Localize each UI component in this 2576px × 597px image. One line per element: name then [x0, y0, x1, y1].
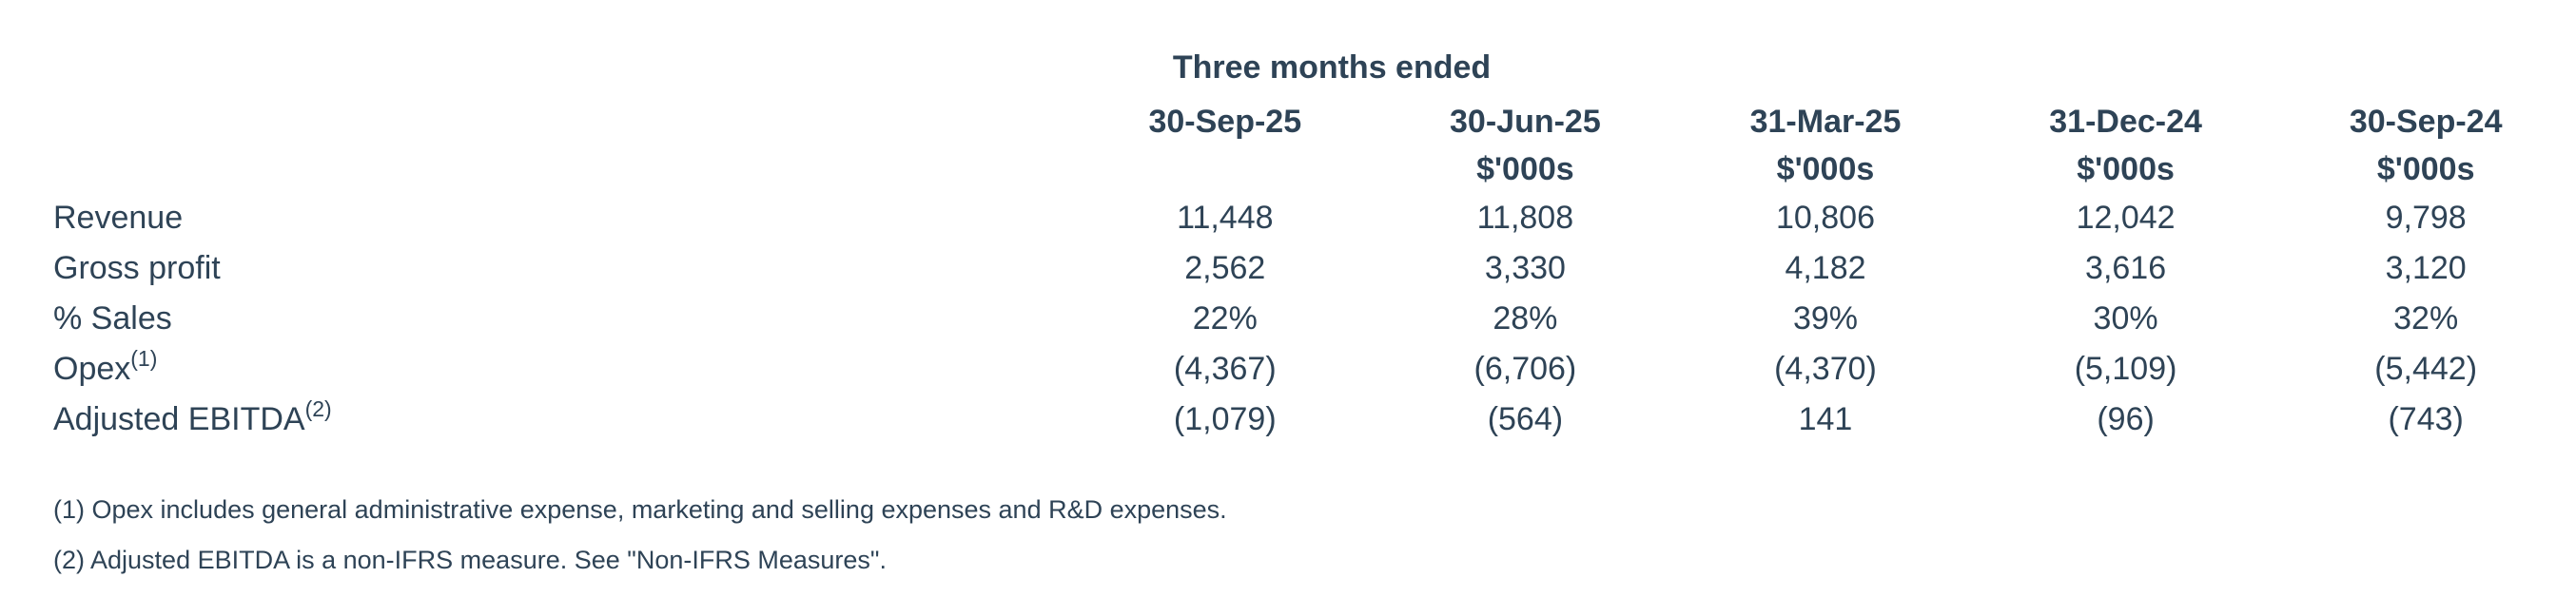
column-header-3: 31-Mar-25: [1749, 103, 1902, 140]
row-label-gross-profit: Gross profit: [0, 243, 1075, 294]
units-cell-3: $'000s: [1776, 150, 1875, 187]
row-label-superscript: (1): [130, 346, 158, 371]
row-label-text: Gross profit: [53, 250, 221, 286]
row-label-adjusted-ebitda: Adjusted EBITDA (2): [0, 395, 1075, 445]
column-header-4: 31-Dec-24: [2049, 103, 2202, 140]
value-cell: 3,120: [2385, 250, 2467, 286]
units-row-spacer: [0, 145, 1075, 193]
row-label-superscript: (2): [304, 396, 332, 421]
value-cell: 3,330: [1484, 250, 1566, 286]
corner-cell: [0, 98, 1075, 145]
value-cell: (5,442): [2374, 351, 2478, 387]
footnote-2: (2) Adjusted EBITDA is a non-IFRS measur…: [53, 546, 888, 574]
table-group-header: Three months ended: [1172, 49, 1492, 86]
value-cell: (564): [1487, 401, 1564, 437]
quarterly-results-table: 30-Sep-25 30-Jun-25 31-Mar-25 31-Dec-24 …: [0, 98, 2576, 445]
value-cell: 10,806: [1775, 200, 1875, 236]
value-cell: 11,808: [1476, 200, 1574, 236]
value-cell: 39%: [1792, 300, 1859, 337]
value-cell: 22%: [1192, 300, 1258, 337]
row-label-opex: Opex (1): [0, 344, 1075, 395]
value-cell: 2,562: [1184, 250, 1266, 286]
column-header-5: 30-Sep-24: [2349, 103, 2503, 140]
value-cell: (6,706): [1473, 351, 1577, 387]
value-cell: 3,616: [2085, 250, 2167, 286]
footnote-1: (1) Opex includes general administrative…: [53, 495, 1227, 524]
row-label-text: Adjusted EBITDA: [53, 401, 305, 437]
value-cell: 11,448: [1177, 200, 1274, 236]
value-cell: 4,182: [1785, 250, 1866, 286]
units-cell-5: $'000s: [2376, 150, 2475, 187]
value-cell: (1,079): [1173, 401, 1277, 437]
value-cell: (5,109): [2074, 351, 2177, 387]
units-cell-2: $'000s: [1476, 150, 1574, 187]
value-cell: (743): [2388, 401, 2464, 437]
value-cell: (4,367): [1173, 351, 1277, 387]
row-label-percent-sales: % Sales: [0, 294, 1075, 344]
value-cell: 30%: [2093, 300, 2158, 337]
row-label-text: Revenue: [53, 200, 184, 236]
value-cell: 141: [1798, 401, 1853, 437]
value-cell: 12,042: [2076, 200, 2176, 236]
value-cell: 9,798: [2385, 200, 2467, 236]
units-cell-4: $'000s: [2077, 150, 2175, 187]
row-label-text: % Sales: [53, 300, 172, 337]
value-cell: 32%: [2393, 300, 2459, 337]
units-cell-1: [1075, 145, 1376, 193]
value-cell: (4,370): [1774, 351, 1877, 387]
value-cell: (96): [2097, 401, 2155, 437]
column-header-2: 30-Jun-25: [1450, 103, 1601, 140]
value-cell: 28%: [1493, 300, 1558, 337]
row-label-revenue: Revenue: [0, 193, 1075, 243]
column-header-1: 30-Sep-25: [1148, 103, 1302, 140]
row-label-text: Opex: [53, 351, 131, 387]
